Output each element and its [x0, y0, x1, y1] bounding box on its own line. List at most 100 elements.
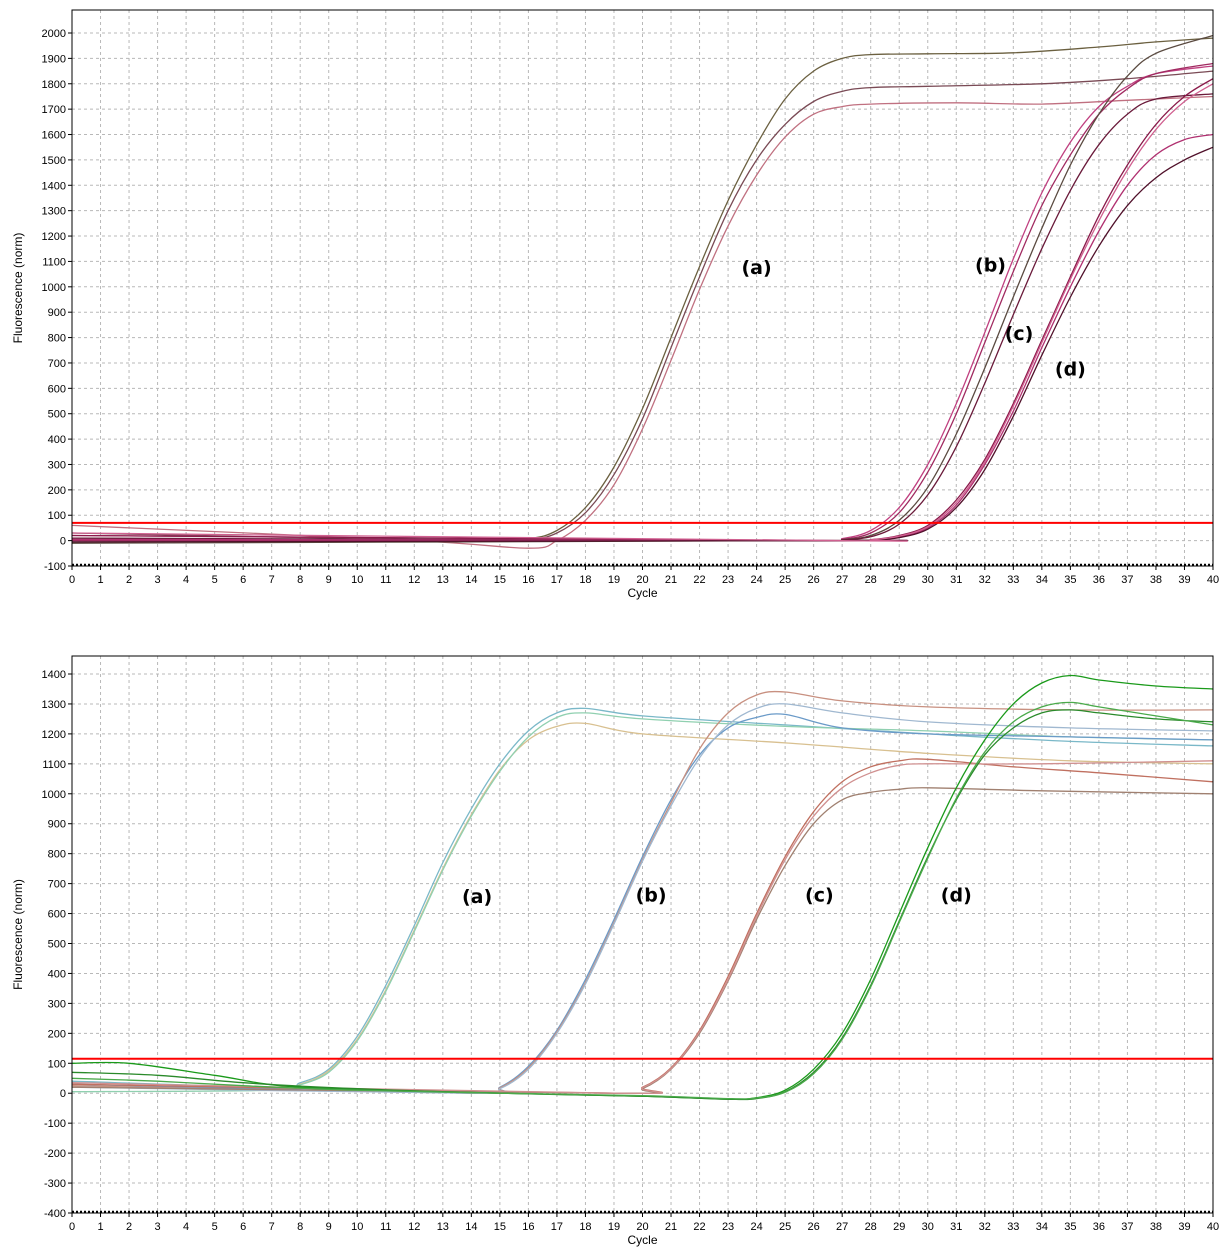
x-tick-label: 24: [750, 574, 762, 586]
x-tick-label: 13: [437, 574, 449, 586]
x-tick-label: 34: [1036, 574, 1048, 586]
x-tick-label: 31: [950, 1221, 962, 1233]
y-tick-label: 1800: [42, 79, 66, 91]
x-tick-label: 2: [126, 1221, 132, 1233]
x-tick-label: 24: [750, 1221, 762, 1233]
x-tick-label: 7: [269, 574, 275, 586]
x-tick-label: 17: [551, 1221, 563, 1233]
series-line-c: [71, 760, 1214, 1095]
y-tick-label: 800: [48, 333, 66, 345]
series-line-d: [71, 709, 1214, 1101]
x-tick-label: 33: [1007, 1221, 1019, 1233]
x-tick-label: 29: [893, 1221, 905, 1233]
series-line-d: [71, 701, 1214, 1100]
x-tick-label: 29: [893, 574, 905, 586]
y-tick-label: 1400: [42, 669, 66, 681]
y-tick-label: -400: [44, 1208, 66, 1220]
y-tick-label: 600: [48, 383, 66, 395]
x-tick-label: 14: [465, 574, 477, 586]
x-tick-label: 40: [1207, 1221, 1219, 1233]
annotation-label: (d): [1055, 359, 1086, 381]
x-tick-label: 3: [155, 1221, 161, 1233]
x-tick-label: 9: [326, 1221, 332, 1233]
x-tick-label: 25: [779, 574, 791, 586]
x-tick-label: 15: [494, 1221, 506, 1233]
x-tick-label: 2: [126, 574, 132, 586]
y-tick-label: 1700: [42, 104, 66, 116]
y-axis-title: Fluorescence (norm): [11, 233, 25, 344]
x-tick-label: 30: [922, 1221, 934, 1233]
chart-top: 0 1 2 3 4 5 6 7 8 9 10 11 12 13 14 15 16 17 18 19 20 21 22 23 24…: [11, 9, 1219, 600]
x-tick-label: 32: [979, 1221, 991, 1233]
x-tick-label: 31: [950, 574, 962, 586]
y-tick-label: 500: [48, 939, 66, 951]
x-tick-label: 3: [155, 574, 161, 586]
annotation-label: (a): [741, 257, 771, 279]
y-tick-label: 100: [48, 1058, 66, 1070]
x-tick-label: 5: [212, 1221, 218, 1233]
y-tick-label: -200: [44, 1148, 66, 1160]
x-tick-label: 22: [693, 574, 705, 586]
x-tick-label: 20: [636, 574, 648, 586]
y-tick-label: 1000: [42, 282, 66, 294]
y-tick-label: 200: [48, 485, 66, 497]
plot-border: [71, 9, 1214, 567]
series-line-a: [71, 722, 1214, 1090]
x-tick-label: 6: [240, 574, 246, 586]
x-tick-label: 35: [1064, 574, 1076, 586]
y-tick-label: 700: [48, 879, 66, 891]
x-tick-label: 33: [1007, 574, 1019, 586]
y-tick-label: -100: [44, 561, 66, 573]
grid: [72, 10, 1213, 567]
x-tick-label: 39: [1178, 1221, 1190, 1233]
y-tick-label: 400: [48, 968, 66, 980]
x-tick-label: 38: [1150, 1221, 1162, 1233]
x-tick-label: 10: [351, 1221, 363, 1233]
x-axis-title: Cycle: [627, 1233, 657, 1247]
x-tick-label: 18: [579, 574, 591, 586]
x-tick-label: 16: [522, 574, 534, 586]
x-tick-label: 37: [1121, 574, 1133, 586]
x-axis-title: Cycle: [627, 586, 657, 600]
x-tick-label: 30: [922, 574, 934, 586]
x-tick-label: 23: [722, 1221, 734, 1233]
x-tick-label: 36: [1093, 574, 1105, 586]
x-tick-label: 13: [437, 1221, 449, 1233]
x-tick-label: 18: [579, 1221, 591, 1233]
x-tick-label: 28: [865, 574, 877, 586]
x-tick-label: 27: [836, 574, 848, 586]
x-tick-label: 0: [69, 574, 75, 586]
y-tick-label: 1400: [42, 180, 66, 192]
y-tick-label: 2000: [42, 28, 66, 40]
x-tick-label: 12: [408, 574, 420, 586]
chart-bottom: 0 1 2 3 4 5 6 7 8 9 10 11 12 13 14 15 16 17 18 19 20 21 22 23 24…: [11, 655, 1219, 1247]
x-tick-label: 14: [465, 1221, 477, 1233]
annotation-label: (d): [941, 885, 972, 907]
y-tick-label: 200: [48, 1028, 66, 1040]
plot-border: [71, 655, 1214, 1214]
x-tick-label: 19: [608, 1221, 620, 1233]
y-tick-label: -300: [44, 1178, 66, 1190]
x-tick-label: 35: [1064, 1221, 1076, 1233]
y-tick-label: 1300: [42, 206, 66, 218]
x-tick-label: 28: [865, 1221, 877, 1233]
x-tick-label: 37: [1121, 1221, 1133, 1233]
x-tick-label: 26: [808, 1221, 820, 1233]
x-tick-label: 8: [297, 1221, 303, 1233]
y-tick-label: 300: [48, 998, 66, 1010]
y-tick-label: 1300: [42, 699, 66, 711]
series-line-a: [71, 95, 1214, 549]
annotation-label: (c): [1005, 323, 1034, 345]
x-tick-label: 27: [836, 1221, 848, 1233]
x-tick-label: 11: [380, 1221, 391, 1233]
x-tick-label: 21: [665, 574, 677, 586]
y-tick-label: 0: [60, 1088, 66, 1100]
y-tick-label: 900: [48, 307, 66, 319]
y-tick-label: 1200: [42, 729, 66, 741]
x-tick-label: 6: [240, 1221, 246, 1233]
y-tick-label: 600: [48, 909, 66, 921]
x-tick-label: 40: [1207, 574, 1219, 586]
x-tick-label: 39: [1178, 574, 1190, 586]
x-tick-label: 9: [326, 574, 332, 586]
